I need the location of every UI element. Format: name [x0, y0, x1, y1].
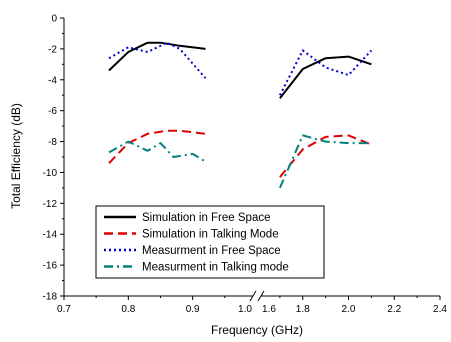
y-tick-label: -16 [43, 261, 58, 272]
series-line [279, 49, 373, 96]
axis-break-mark [249, 290, 257, 302]
x-tick-label: 0.7 [57, 304, 71, 315]
y-tick-label: -18 [43, 292, 58, 303]
x-axis-title: Frequency (GHz) [211, 323, 303, 337]
legend-label: Simulation in Free Space [142, 212, 270, 224]
y-tick-label: -14 [43, 230, 58, 241]
series-layer [108, 41, 373, 189]
x-tick-label: 2.4 [433, 304, 447, 315]
legend-label: Measurment in Talking mode [142, 262, 289, 274]
series-line [279, 55, 372, 99]
legend: Simulation in Free Space Simulation in Ta… [95, 205, 325, 279]
series-line [108, 140, 207, 163]
x-tick-label: 1.6 [262, 304, 276, 315]
y-tick-label: -4 [48, 75, 57, 86]
axis-break-mark [257, 290, 265, 302]
series-line [108, 129, 206, 164]
y-axis-title: Total Efficiency (dB) [9, 103, 23, 209]
series-line [279, 134, 372, 178]
y-tick-label: -6 [48, 106, 57, 117]
x-tick-label: 0.8 [121, 304, 135, 315]
y-tick-label: -2 [48, 44, 57, 55]
x-tick-label: 2.2 [387, 304, 401, 315]
x-tick-label: 0.9 [186, 304, 200, 315]
series-line [278, 134, 372, 189]
series-line [108, 41, 206, 72]
y-tick-label: -8 [48, 137, 57, 148]
legend-label: Simulation in Talking Mode [142, 229, 279, 241]
y-tick-label: 0 [51, 14, 57, 25]
x-tick-label: 1.0 [238, 304, 252, 315]
x-tick-label: 1.8 [296, 304, 310, 315]
y-tick-label: -12 [43, 199, 58, 210]
legend-label: Measurment in Free Space [142, 245, 281, 257]
x-tick-label: 2.0 [342, 304, 356, 315]
axes-layer: 0 -2 -4 -6 -8 -10 -12 -14 -16 -180.7 0.8 0.9 1.0 1.6 1… [43, 14, 448, 316]
y-tick-label: -10 [43, 168, 58, 179]
